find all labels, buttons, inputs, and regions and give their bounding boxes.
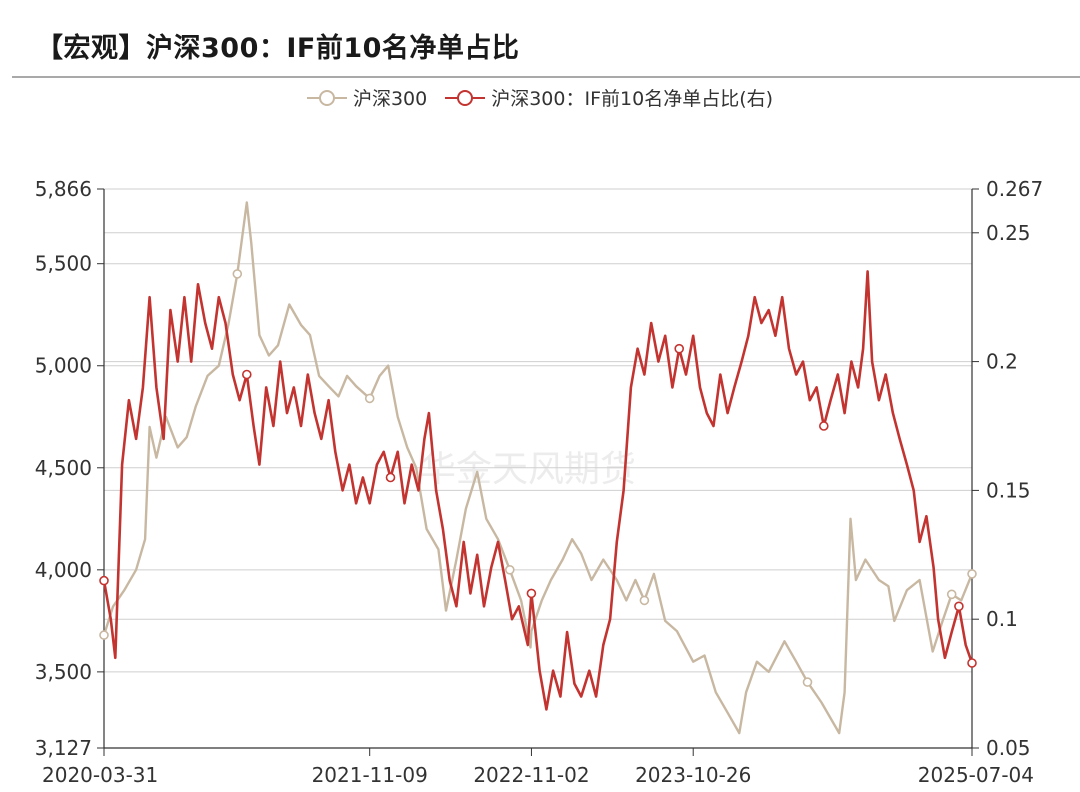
legend: 沪深300 沪深300：IF前10名净单占比(右)	[0, 84, 1080, 111]
series-point-hs300-42	[504, 564, 515, 575]
x-axis-tick-1: 2021-11-09	[312, 763, 428, 787]
series-point-ratio-63	[526, 588, 537, 599]
legend-label-hs300: 沪深300	[352, 88, 428, 110]
series-point-ratio-42	[385, 472, 396, 483]
title-divider	[12, 76, 1080, 78]
series-point-ratio-0	[99, 575, 109, 586]
left-axis-tick-5: 5,500	[35, 252, 92, 276]
legend-item-ratio[interactable]: 沪深300：IF前10名净单占比(右)	[445, 84, 773, 111]
left-axis-tick-2: 4,000	[35, 558, 92, 582]
left-axis-tick-3: 4,500	[35, 456, 92, 480]
chart-title: 【宏观】沪深300：IF前10名净单占比	[36, 33, 520, 64]
series-point-ratio-105	[818, 421, 829, 431]
series-line-ratio	[102, 270, 974, 711]
right-axis-tick-1: 0.1	[986, 607, 1018, 631]
series-point-hs300-56	[639, 595, 650, 606]
legend-item-hs300[interactable]: 沪深300	[306, 84, 428, 111]
x-axis-tick-3: 2023-10-26	[635, 763, 751, 787]
right-axis-tick-3: 0.2	[986, 350, 1018, 374]
watermark: 华金天风期货	[420, 449, 637, 490]
series-point-hs300-0	[99, 630, 109, 640]
x-axis-tick-2: 2022-11-02	[473, 763, 589, 787]
left-axis-tick-1: 3,500	[35, 660, 92, 684]
right-axis-tick-2: 0.15	[986, 478, 1031, 502]
legend-label-ratio: 沪深300：IF前10名净单占比(右)	[491, 88, 774, 110]
legend-marker-hs300-icon	[306, 89, 347, 106]
series-point-hs300-28	[364, 393, 375, 404]
series-point-hs300-70	[802, 677, 813, 687]
right-axis-tick-0: 0.05	[986, 736, 1031, 760]
x-axis-tick-0: 2020-03-31	[42, 763, 158, 787]
series-point-hs300-14	[232, 269, 243, 279]
series-point-hs300-84	[946, 589, 957, 600]
left-axis-tick-0: 3,127	[35, 736, 92, 760]
legend-marker-ratio-icon	[445, 89, 486, 106]
x-axis-tick-4: 2025-07-04	[918, 763, 1034, 787]
series-point-ratio-128	[967, 658, 977, 668]
left-axis-tick-4: 5,000	[35, 354, 92, 378]
series-point-hs300-86	[967, 569, 977, 579]
series-point-ratio-84	[674, 343, 685, 354]
left-axis-tick-6: 5,866	[35, 177, 92, 201]
series-point-ratio-126	[954, 601, 964, 612]
series-point-ratio-21	[242, 369, 252, 380]
right-axis-tick-4: 0.25	[986, 221, 1031, 245]
right-axis-tick-5: 0.267	[986, 177, 1043, 201]
series-line-hs300	[102, 201, 974, 735]
